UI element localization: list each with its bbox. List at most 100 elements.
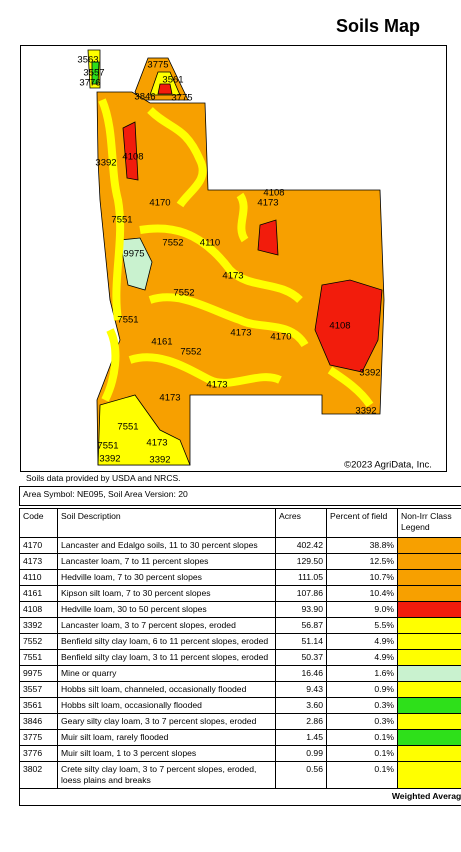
acres-cell: 93.90: [275, 601, 327, 618]
map-label: 3392: [355, 406, 376, 417]
acres-cell: 3.60: [275, 697, 327, 714]
legend-cell: [396, 617, 461, 634]
soil-band: [148, 293, 309, 348]
percent-cell: 4.9%: [326, 633, 398, 650]
soil-band: [101, 328, 120, 402]
percent-cell: 1.6%: [326, 665, 398, 682]
legend-cell: [396, 585, 461, 602]
percent-cell: 0.1%: [326, 729, 398, 746]
map-label: 4173: [159, 393, 180, 404]
soil-row: 3846 Geary silty clay loam, 3 to 7 percen…: [19, 713, 461, 730]
soil-band: [147, 107, 207, 208]
legend-cell: [396, 729, 461, 746]
soil-band: [98, 98, 125, 321]
description-cell: Mine or quarry: [57, 665, 276, 682]
legend-cell: [396, 713, 461, 730]
source-note: Soils data provided by USDA and NRCS.: [26, 473, 181, 483]
acres-cell: 107.86: [275, 585, 327, 602]
code-cell: 9975: [19, 665, 58, 682]
copyright: ©2023 AgriData, Inc.: [344, 460, 432, 471]
map-label: 4108: [329, 321, 350, 332]
yellow-bands: [98, 98, 374, 408]
code-cell: 3775: [19, 729, 58, 746]
code-cell: 3802: [19, 761, 58, 789]
percent-cell: 0.9%: [326, 681, 398, 698]
map-label: 3561: [162, 75, 183, 86]
description-cell: Muir silt loam, 1 to 3 percent slopes: [57, 745, 276, 762]
map-label: 7551: [97, 441, 118, 452]
soil-area: [119, 237, 153, 291]
map-label: 3392: [149, 455, 170, 466]
code-cell: 4170: [19, 537, 58, 554]
footer-label: Weighted Average: [326, 788, 461, 806]
description-cell: Geary silty clay loam, 3 to 7 percent sl…: [57, 713, 276, 730]
soil-area: [122, 121, 139, 181]
map-label: 7551: [117, 422, 138, 433]
legend-cell: [396, 569, 461, 586]
soil-row: 3392 Lancaster loam, 3 to 7 percent slope…: [19, 617, 461, 634]
column-header: Code: [19, 508, 58, 538]
description-cell: Hedville loam, 30 to 50 percent slopes: [57, 601, 276, 618]
legend-cell: [396, 665, 461, 682]
percent-cell: 0.3%: [326, 697, 398, 714]
soil-row: 4170 Lancaster and Edalgo soils, 11 to 30…: [19, 537, 461, 554]
code-cell: 3846: [19, 713, 58, 730]
percent-cell: 10.4%: [326, 585, 398, 602]
code-cell: 4161: [19, 585, 58, 602]
soil-row: 7551 Benfield silty clay loam, 3 to 11 pe…: [19, 649, 461, 666]
footer-row: Weighted Average: [19, 788, 461, 806]
acres-cell: 129.50: [275, 553, 327, 570]
map-label: 3563: [77, 55, 98, 66]
legend-cell: [396, 649, 461, 666]
percent-cell: 12.5%: [326, 553, 398, 570]
map-label: 3392: [359, 368, 380, 379]
soil-area: [149, 71, 181, 96]
description-cell: Hedville loam, 7 to 30 percent slopes: [57, 569, 276, 586]
soil-row: 4108 Hedville loam, 30 to 50 percent slop…: [19, 601, 461, 618]
soil-row: 4161 Kipson silt loam, 7 to 30 percent sl…: [19, 585, 461, 602]
column-header: Percent of field: [326, 508, 398, 538]
map-label: 7551: [111, 215, 132, 226]
description-cell: Lancaster and Edalgo soils, 11 to 30 per…: [57, 537, 276, 554]
acres-cell: 0.99: [275, 745, 327, 762]
percent-cell: 0.3%: [326, 713, 398, 730]
percent-cell: 38.8%: [326, 537, 398, 554]
soil-row: 3776 Muir silt loam, 1 to 3 percent slope…: [19, 745, 461, 762]
map-label: 3392: [95, 158, 116, 169]
map-label: 4108: [122, 152, 143, 163]
code-cell: 3561: [19, 697, 58, 714]
map-label: 4108: [263, 188, 284, 199]
map-label: 7552: [162, 238, 183, 249]
map-label: 3846: [134, 92, 155, 103]
description-cell: Muir silt loam, rarely flooded: [57, 729, 276, 746]
legend-cell: [396, 633, 461, 650]
soil-row: 7552 Benfield silty clay loam, 6 to 11 pe…: [19, 633, 461, 650]
percent-cell: 5.5%: [326, 617, 398, 634]
code-cell: 3392: [19, 617, 58, 634]
description-cell: Lancaster loam, 7 to 11 percent slopes: [57, 553, 276, 570]
soil-area: [97, 394, 191, 466]
description-cell: Benfield silty clay loam, 3 to 11 percen…: [57, 649, 276, 666]
description-cell: Hobbs silt loam, occasionally flooded: [57, 697, 276, 714]
map-label: 9975: [123, 249, 144, 260]
table-caption: Area Symbol: NE095, Soil Area Version: 2…: [19, 486, 461, 506]
acres-cell: 51.14: [275, 633, 327, 650]
map-label: 3775: [147, 60, 168, 71]
map-label: 4170: [270, 332, 291, 343]
acres-cell: 56.87: [275, 617, 327, 634]
soil-area: [157, 83, 173, 95]
acres-cell: 9.43: [275, 681, 327, 698]
soil-area: [314, 279, 383, 373]
legend-cell: [396, 681, 461, 698]
legend-cell: [396, 537, 461, 554]
map-label: 3392: [99, 454, 120, 465]
acres-cell: 402.42: [275, 537, 327, 554]
map-label: 4173: [222, 271, 243, 282]
title: Soils Map: [335, 16, 420, 36]
column-header: Non-Irr Class Legend: [396, 508, 461, 538]
soil-area: [257, 219, 279, 256]
map-label: 7551: [117, 315, 138, 326]
map-label: 3775: [171, 93, 192, 104]
map-label: 4173: [206, 380, 227, 391]
